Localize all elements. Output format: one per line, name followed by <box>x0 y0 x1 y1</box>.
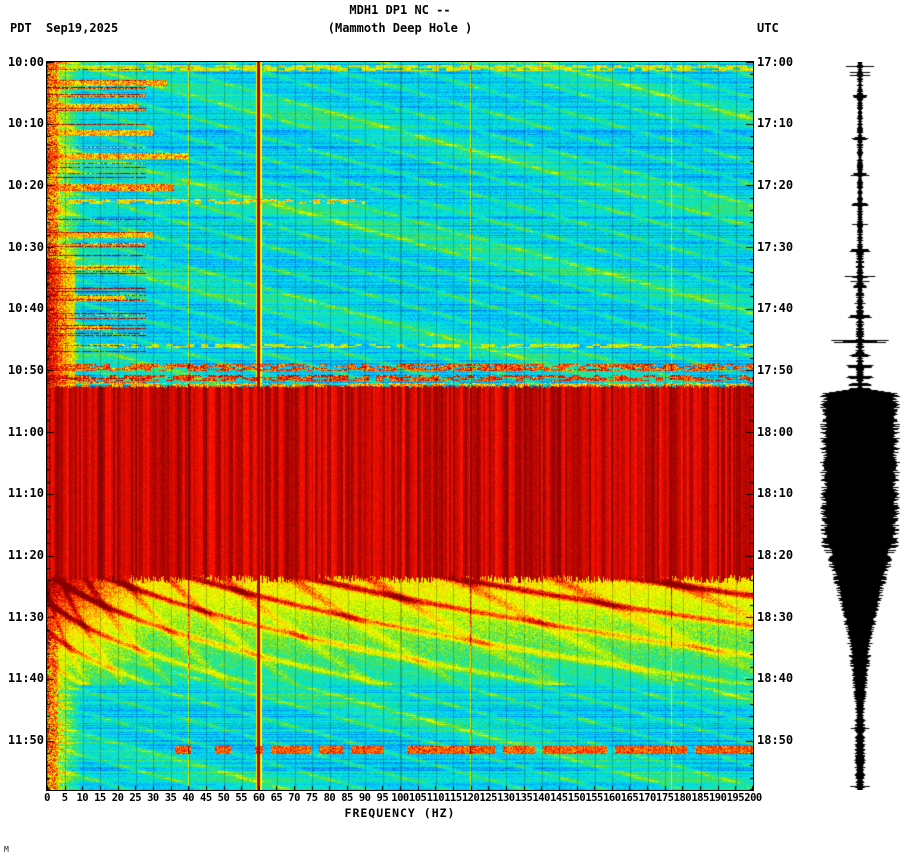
freq-tick-label: 35 <box>164 792 177 804</box>
freq-tick-label: 100 <box>391 792 409 804</box>
right-time-label: 18:30 <box>757 609 794 624</box>
freq-tick-label: 80 <box>323 792 336 804</box>
freq-tick-label: 0 <box>44 792 50 804</box>
freq-tick-label: 95 <box>376 792 389 804</box>
freq-tick-label: 170 <box>638 792 656 804</box>
freq-tick-label: 115 <box>444 792 462 804</box>
left-time-label: 10:50 <box>7 362 44 377</box>
freq-tick-label: 110 <box>426 792 445 804</box>
freq-tick-label: 185 <box>691 792 709 804</box>
right-timezone-label: UTC <box>757 21 779 35</box>
right-time-label: 18:50 <box>757 733 794 748</box>
date-label: Sep19,2025 <box>46 21 119 35</box>
right-time-label: 18:00 <box>757 424 794 439</box>
freq-tick-label: 165 <box>620 792 639 804</box>
freq-tick-label: 70 <box>288 792 300 804</box>
freq-tick-label: 135 <box>514 792 533 804</box>
freq-tick-label: 40 <box>182 792 195 804</box>
freq-tick-label: 140 <box>532 792 550 804</box>
page-subtitle: (Mammoth Deep Hole ) <box>327 21 473 35</box>
left-time-label: 10:00 <box>7 54 44 69</box>
freq-tick-label: 75 <box>305 792 318 804</box>
freq-tick-label: 180 <box>673 792 692 804</box>
right-time-label: 17:00 <box>757 54 794 69</box>
freq-axis-title: FREQUENCY (HZ) <box>344 806 456 820</box>
left-time-label: 11:50 <box>7 733 44 748</box>
freq-tick-label: 145 <box>550 792 568 804</box>
freq-tick-label: 155 <box>585 792 603 804</box>
left-time-label: 10:30 <box>7 239 44 254</box>
freq-tick-label: 125 <box>479 792 498 804</box>
freq-tick-label: 65 <box>270 792 283 804</box>
left-time-label: 11:40 <box>7 671 44 686</box>
left-time-label: 11:00 <box>7 424 44 439</box>
spectrogram-canvas <box>46 61 754 791</box>
right-time-label: 18:20 <box>757 548 794 563</box>
right-time-label: 18:40 <box>757 671 794 686</box>
freq-tick-label: 45 <box>200 792 212 804</box>
right-time-label: 17:30 <box>757 239 794 254</box>
left-time-label: 10:20 <box>7 177 44 192</box>
left-time-label: 10:10 <box>7 116 44 131</box>
left-time-label: 11:10 <box>7 486 44 501</box>
seismogram-trace-canvas <box>815 62 902 790</box>
freq-tick-label: 90 <box>358 792 371 804</box>
page-title: MDH1 DP1 NC -- <box>349 3 451 17</box>
freq-tick-label: 15 <box>94 792 106 804</box>
right-time-label: 17:40 <box>757 301 794 316</box>
freq-tick-label: 175 <box>656 792 674 804</box>
left-time-label: 11:30 <box>7 609 44 624</box>
footer-mark: M <box>4 845 9 854</box>
right-time-label: 17:50 <box>757 362 794 377</box>
freq-tick-label: 55 <box>235 792 247 804</box>
freq-tick-label: 200 <box>744 792 762 804</box>
freq-tick-label: 120 <box>461 792 480 804</box>
right-time-label: 18:10 <box>757 486 794 501</box>
left-timezone-label: PDT <box>10 21 32 35</box>
freq-tick-label: 20 <box>111 792 124 804</box>
left-time-label: 11:20 <box>7 548 44 563</box>
freq-tick-label: 30 <box>147 792 159 804</box>
freq-tick-label: 150 <box>567 792 586 804</box>
freq-tick-label: 25 <box>129 792 142 804</box>
freq-tick-label: 10 <box>76 792 89 804</box>
freq-tick-label: 190 <box>708 792 727 804</box>
right-time-label: 17:20 <box>757 177 794 192</box>
freq-tick-label: 5 <box>61 792 68 804</box>
freq-tick-label: 160 <box>603 792 621 804</box>
freq-tick-label: 50 <box>217 792 230 804</box>
freq-tick-label: 85 <box>341 792 353 804</box>
freq-tick-label: 195 <box>726 792 745 804</box>
freq-tick-label: 130 <box>497 792 515 804</box>
right-time-label: 17:10 <box>757 116 794 131</box>
freq-tick-label: 60 <box>252 792 265 804</box>
left-time-label: 10:40 <box>7 301 44 316</box>
freq-tick-label: 105 <box>408 792 427 804</box>
